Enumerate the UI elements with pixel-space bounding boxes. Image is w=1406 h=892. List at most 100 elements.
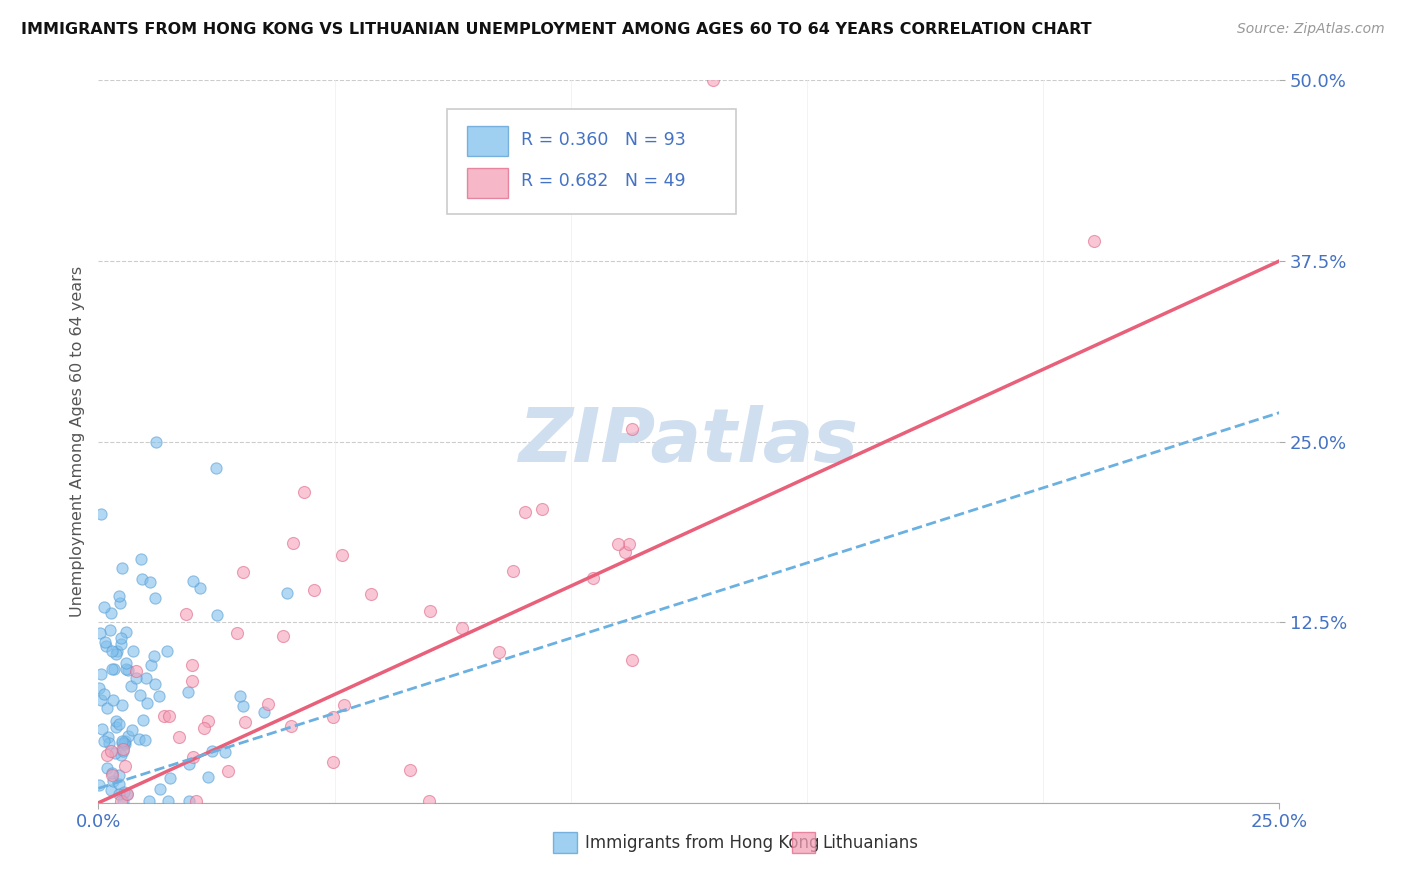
Point [131,551,153,566]
Point [276,586,298,600]
Point [617,537,640,551]
Point [271,628,294,642]
Point [89,681,111,696]
Point [115,662,138,676]
Point [111,734,134,748]
Point [292,484,315,499]
Point [214,745,236,759]
Point [232,566,254,580]
Point [513,505,536,519]
Point [121,723,143,737]
Point [105,721,128,735]
Point [112,741,135,756]
Point [177,685,200,699]
Text: IMMIGRANTS FROM HONG KONG VS LITHUANIAN UNEMPLOYMENT AMONG AGES 60 TO 64 YEARS C: IMMIGRANTS FROM HONG KONG VS LITHUANIAN … [21,22,1091,37]
Point [193,722,215,736]
Point [179,794,201,808]
Point [104,746,127,760]
Point [153,709,176,723]
Point [488,645,510,659]
Point [217,764,239,779]
Point [197,770,219,784]
Point [606,537,628,551]
Bar [467,168,508,198]
Point [107,777,129,791]
Point [114,737,136,751]
Text: Lithuanians: Lithuanians [823,833,918,852]
Point [181,574,204,589]
Point [174,607,197,621]
Point [201,744,224,758]
Point [115,625,138,640]
Point [105,643,128,657]
Point [253,705,276,719]
Point [233,714,256,729]
Point [110,596,132,610]
Point [89,778,111,792]
Point [322,756,344,770]
Point [103,662,125,676]
Point [93,600,115,615]
Point [117,787,139,801]
Text: R = 0.360   N = 93: R = 0.360 N = 93 [522,130,686,149]
Bar [792,831,815,854]
Point [94,635,117,649]
Point [1083,234,1105,248]
Point [101,661,124,675]
Point [149,782,172,797]
Point [111,736,134,750]
Text: Immigrants from Hong Kong: Immigrants from Hong Kong [585,833,820,852]
Point [96,748,118,763]
Point [111,561,134,575]
Point [229,689,252,703]
Point [142,649,165,664]
Point [117,730,139,744]
Point [94,639,117,653]
Point [418,794,440,808]
Point [98,624,121,638]
Point [120,679,142,693]
Point [111,698,134,713]
Text: ZIPatlas: ZIPatlas [519,405,859,478]
Point [90,693,112,707]
Point [128,732,150,747]
Point [96,762,118,776]
Point [205,608,228,623]
Point [530,502,553,516]
Point [104,647,127,661]
Point [143,677,166,691]
Y-axis label: Unemployment Among Ages 60 to 64 years: Unemployment Among Ages 60 to 64 years [69,266,84,617]
Point [145,434,167,449]
Point [399,763,422,777]
Point [89,626,111,640]
Point [103,693,125,707]
Point [90,507,112,521]
Point [107,787,129,801]
Point [257,697,280,711]
Point [226,625,249,640]
Point [97,736,120,750]
Point [96,700,118,714]
Point [205,461,228,475]
Point [91,722,114,736]
Point [136,696,159,710]
Point [135,671,157,685]
Point [157,794,180,808]
Point [110,631,132,645]
Bar [467,126,508,156]
Point [613,545,636,559]
Point [232,698,254,713]
Point [620,422,643,436]
Point [167,730,190,744]
Point [115,657,138,671]
Point [139,658,162,673]
Point [181,658,204,673]
Point [159,771,181,785]
Point [112,736,135,750]
Point [100,744,122,758]
Point [100,783,122,797]
Point [111,794,134,808]
Point [419,604,441,618]
Point [143,591,166,606]
Point [93,734,115,748]
